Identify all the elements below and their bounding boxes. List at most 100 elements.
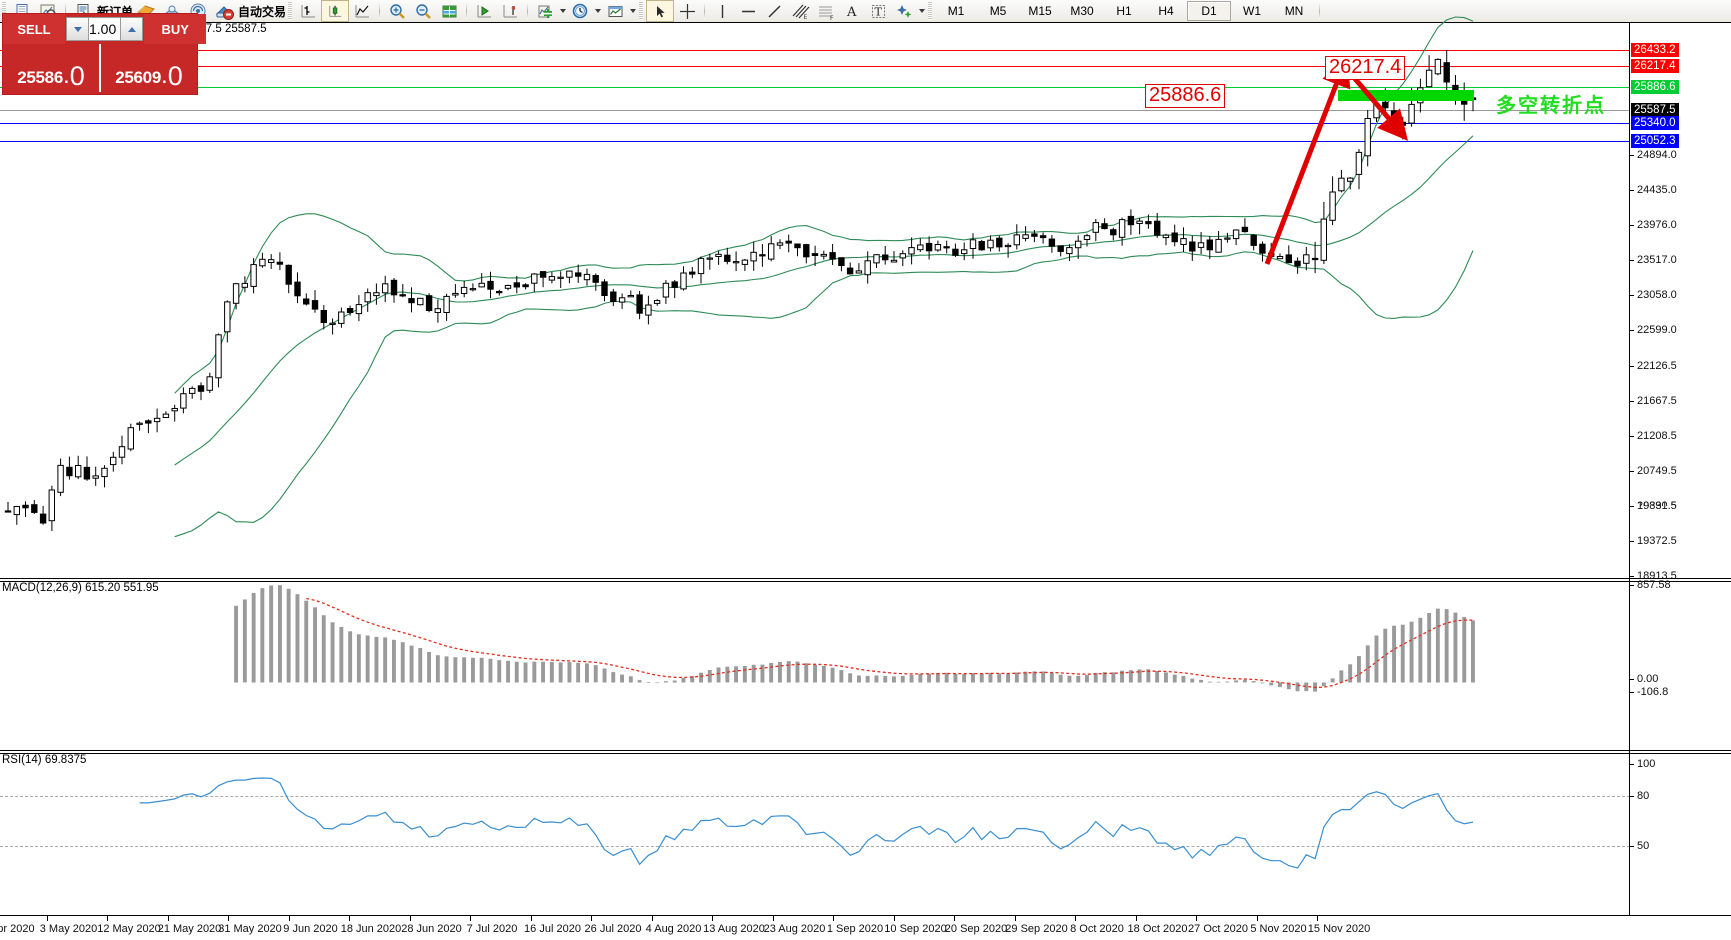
trendline-icon[interactable]	[761, 1, 787, 21]
cursor-icon[interactable]	[646, 0, 675, 22]
indicators-chevron-down-icon[interactable]	[558, 2, 567, 20]
objects-chevron-down-icon[interactable]	[917, 2, 926, 20]
price-tag-current-close: 25587.5	[1631, 103, 1679, 117]
equidistant-channel-icon[interactable]: E	[787, 1, 813, 21]
date-tick	[1196, 916, 1197, 921]
up-arrow	[1264, 56, 1351, 265]
one-click-trading-panel[interactable]: SELL 1.00 BUY 25586 . 0 25609 . 0	[2, 13, 207, 95]
zoom-in-icon[interactable]	[384, 1, 410, 21]
date-label: 31 May 2020	[218, 923, 282, 935]
date-tick	[530, 916, 532, 921]
tab-timeframe-d1[interactable]: D1	[1187, 1, 1232, 21]
candlestick-chart-icon[interactable]	[321, 0, 350, 22]
rsi-level-80	[0, 796, 1630, 797]
buy-price-separator: .	[162, 68, 167, 87]
toolbar-separator	[65, 2, 66, 20]
toolbar-grip[interactable]	[2, 2, 6, 20]
date-label: 29 Sep 2020	[1005, 923, 1068, 935]
text-label-icon[interactable]: T	[865, 1, 891, 21]
line-chart-icon[interactable]	[349, 1, 375, 21]
date-tick	[409, 916, 411, 921]
periods-chevron-down-icon[interactable]	[593, 2, 602, 20]
price-tick: 20749.5	[1630, 465, 1677, 477]
zoom-out-icon[interactable]	[410, 1, 436, 21]
tab-timeframe-mn[interactable]: MN	[1284, 4, 1304, 18]
level-line-25587-close	[0, 110, 1630, 111]
volume-increase-button[interactable]	[120, 17, 144, 41]
chart-area[interactable]: JPN225-,Daily 25612.5 25647.5 25397.5 25…	[0, 16, 1731, 940]
sell-price[interactable]: 25586 . 0	[3, 44, 99, 92]
toolbar-separator-5	[527, 2, 529, 20]
autotrading-icon[interactable]	[211, 1, 237, 21]
date-tick	[712, 916, 713, 921]
autotrading-label[interactable]: 自动交易	[238, 4, 287, 19]
tab-timeframe-m15[interactable]: M15	[1028, 4, 1052, 18]
fibonacci-icon[interactable]: F	[813, 1, 839, 21]
rsi-tick-100: 100	[1630, 758, 1655, 770]
trend-arrows	[1264, 56, 1409, 265]
buy-button[interactable]: BUY	[144, 14, 207, 44]
tab-timeframe-m5[interactable]: M5	[989, 4, 1007, 18]
date-label: 3 Apr 2020	[0, 923, 35, 935]
svg-text:A: A	[846, 5, 857, 20]
price-pane[interactable]: 26217.4 25886.6 多空转折点 26433.2 26217.4 25…	[0, 16, 1731, 538]
auto-scroll-icon[interactable]	[471, 1, 497, 21]
rsi-pane[interactable]: RSI(14) 69.8375 100 80 50	[0, 754, 1731, 914]
price-tick: 22126.5	[1630, 360, 1677, 372]
bar-chart-icon[interactable]	[295, 1, 321, 21]
level-line-25052	[0, 141, 1630, 142]
macd-axis: 857.58 0.00 -106.8	[1629, 579, 1731, 702]
date-tick	[591, 916, 592, 921]
date-label: 23 Aug 2020	[763, 923, 826, 935]
tab-timeframe-h1[interactable]: H1	[1116, 4, 1132, 18]
date-label: 26 Jul 2020	[584, 923, 642, 935]
level-line-26217	[0, 66, 1630, 67]
vertical-line-icon[interactable]	[709, 1, 735, 21]
templates-chevron-down-icon[interactable]	[628, 2, 637, 20]
templates-icon[interactable]	[602, 1, 628, 21]
pivot-label[interactable]: 25886.6	[1145, 84, 1226, 108]
sell-button[interactable]: SELL	[3, 14, 65, 44]
toolbar-grip-3[interactable]	[639, 2, 644, 20]
price-axis-lower: 19831.5 19372.5 18913.5	[1630, 500, 1731, 582]
tab-timeframe-m1[interactable]: M1	[947, 4, 965, 18]
date-tick	[288, 916, 290, 921]
macd-pane[interactable]: MACD(12,26,9) 615.20 551.95 857.58 0.00 …	[0, 579, 1731, 702]
horizontal-line-icon[interactable]	[735, 1, 761, 21]
buy-price-integer: 25609	[115, 68, 161, 87]
chart-shift-icon[interactable]	[497, 1, 523, 21]
date-label: 18 Oct 2020	[1127, 923, 1188, 935]
date-tick	[1317, 916, 1318, 921]
toolbar-grip-2[interactable]	[288, 2, 293, 20]
svg-text:F: F	[830, 15, 834, 20]
toolbar-separator-7	[1319, 2, 1321, 20]
volume-decrease-button[interactable]	[66, 17, 89, 41]
tab-timeframe-h4[interactable]: H4	[1158, 4, 1174, 18]
toolbar-grip-4[interactable]	[928, 2, 933, 20]
price-tag-25886: 25886.6	[1631, 80, 1679, 94]
volume-input[interactable]: 1.00	[89, 17, 121, 41]
text-icon[interactable]: A	[839, 1, 865, 21]
tab-timeframe-m30[interactable]: M30	[1070, 4, 1094, 18]
date-label: 13 Aug 2020	[703, 923, 765, 935]
level-line-25340	[0, 123, 1630, 124]
resistance-label[interactable]: 26217.4	[1325, 56, 1406, 80]
periods-icon[interactable]	[567, 1, 593, 21]
svg-text:T: T	[874, 5, 882, 18]
indicators-icon[interactable]	[532, 1, 558, 21]
crosshair-icon[interactable]	[674, 1, 700, 21]
buy-price[interactable]: 25609 . 0	[99, 44, 197, 92]
volume-stepper[interactable]: 1.00	[66, 17, 144, 41]
data-window-icon[interactable]	[436, 1, 462, 21]
turning-point-note[interactable]: 多空转折点	[1496, 95, 1606, 117]
date-label: 9 Jun 2020	[283, 923, 338, 935]
date-label: 7 Jul 2020	[466, 923, 518, 935]
date-label: 4 Aug 2020	[645, 923, 702, 935]
date-tick	[1014, 916, 1016, 921]
objects-icon[interactable]	[891, 1, 917, 21]
tab-timeframe-w1[interactable]: W1	[1243, 4, 1262, 18]
macd-title: MACD(12,26,9) 615.20 551.95	[2, 582, 159, 594]
price-axis[interactable]: 26433.2 26217.4 25886.6 25587.5 25340.0 …	[1629, 32, 1731, 527]
